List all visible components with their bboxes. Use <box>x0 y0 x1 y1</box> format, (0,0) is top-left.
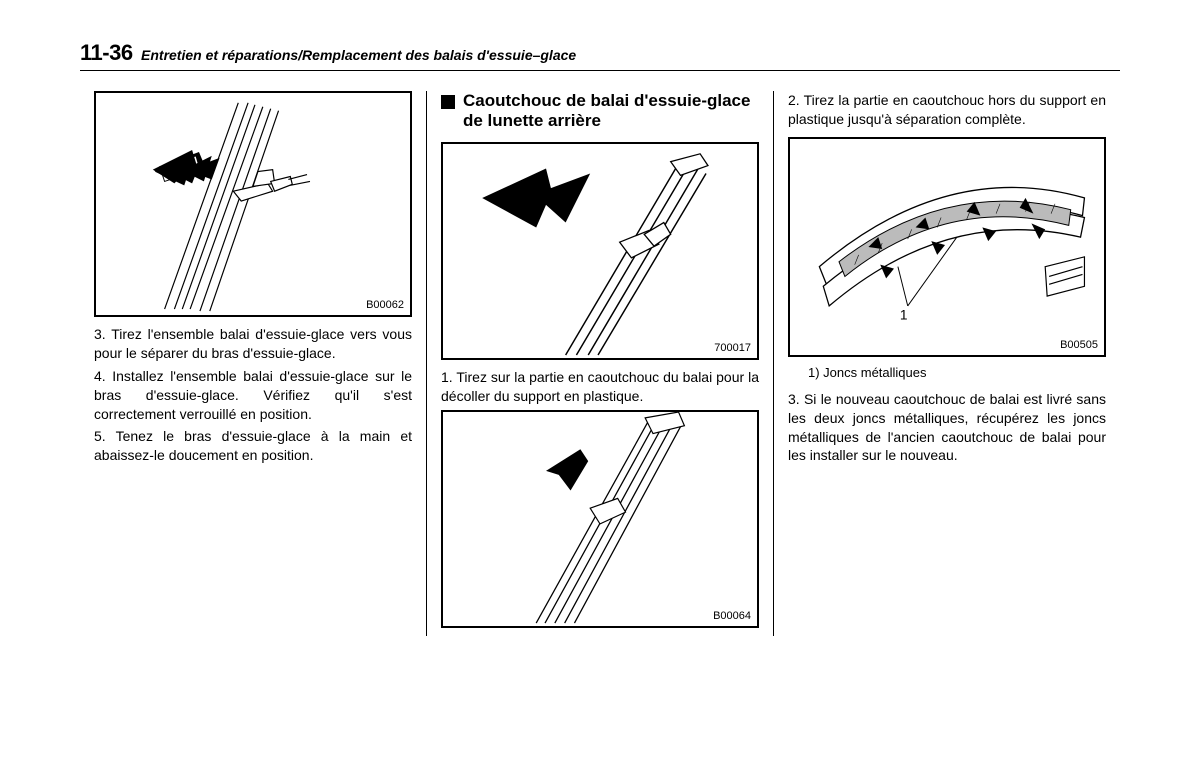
step-5: 5. Tenez le bras d'essuie-glace à la mai… <box>94 427 412 465</box>
column-2: Caoutchouc de balai d'essuie-glace de lu… <box>426 91 773 636</box>
section-heading: Caoutchouc de balai d'essuie-glace de lu… <box>441 91 759 132</box>
step-2: 2. Tirez la partie en caoutchouc hors du… <box>788 91 1106 129</box>
content-columns: B00062 3. Tirez l'ensemble balai d'essui… <box>80 91 1120 636</box>
section-heading-text: Caoutchouc de balai d'essuie-glace de lu… <box>463 91 759 132</box>
header-title: Entretien et réparations/Remplacement de… <box>141 47 576 63</box>
step-4: 4. Installez l'ensemble balai d'essuie-g… <box>94 367 412 424</box>
figure-c1-1: B00062 <box>94 91 412 317</box>
figure-code: 700017 <box>714 342 751 354</box>
figure-code: B00062 <box>366 299 404 311</box>
figure-legend: 1) Joncs métalliques <box>808 365 1106 380</box>
page-header: 11-36 Entretien et réparations/Remplacem… <box>80 40 1120 71</box>
step-1: 1. Tirez sur la partie en caoutchouc du … <box>441 368 759 406</box>
figure-c2-2: B00064 <box>441 410 759 628</box>
figure-c2-1: 700017 <box>441 142 759 360</box>
bullet-square-icon <box>441 95 455 109</box>
figure-c3-1: 1 B00505 <box>788 137 1106 357</box>
page-number: 11-36 <box>80 40 133 65</box>
column-1: B00062 3. Tirez l'ensemble balai d'essui… <box>80 91 426 636</box>
figure-code: B00064 <box>713 610 751 622</box>
figure-code: B00505 <box>1060 339 1098 351</box>
svg-text:1: 1 <box>900 307 908 322</box>
step-3b: 3. Si le nouveau caoutchouc de balai est… <box>788 390 1106 466</box>
column-3: 2. Tirez la partie en caoutchouc hors du… <box>773 91 1120 636</box>
step-3: 3. Tirez l'ensemble balai d'essuie-glace… <box>94 325 412 363</box>
